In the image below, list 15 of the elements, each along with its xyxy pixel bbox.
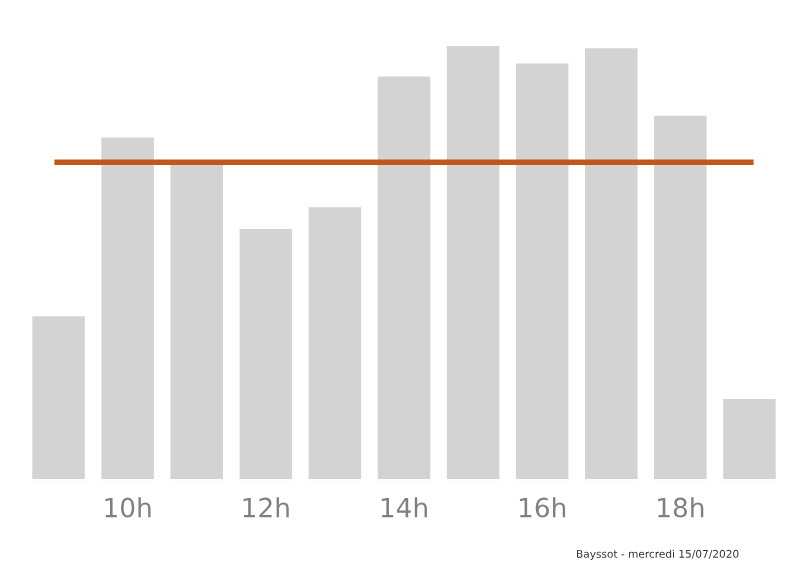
x-tick-label: 10h — [105, 497, 151, 518]
bar — [720, 396, 779, 481]
bar — [29, 313, 88, 481]
bar — [444, 43, 503, 481]
x-tick-label: 12h — [243, 497, 289, 518]
bar — [651, 113, 710, 481]
x-tick-label: 16h — [519, 497, 566, 518]
bar — [374, 73, 434, 481]
bar — [513, 60, 572, 481]
x-tick-label: 18h — [658, 497, 704, 518]
bar — [236, 226, 295, 481]
bar — [305, 204, 364, 481]
bar — [98, 134, 157, 481]
bar — [582, 45, 641, 481]
x-tick-label: 14h — [381, 497, 427, 518]
